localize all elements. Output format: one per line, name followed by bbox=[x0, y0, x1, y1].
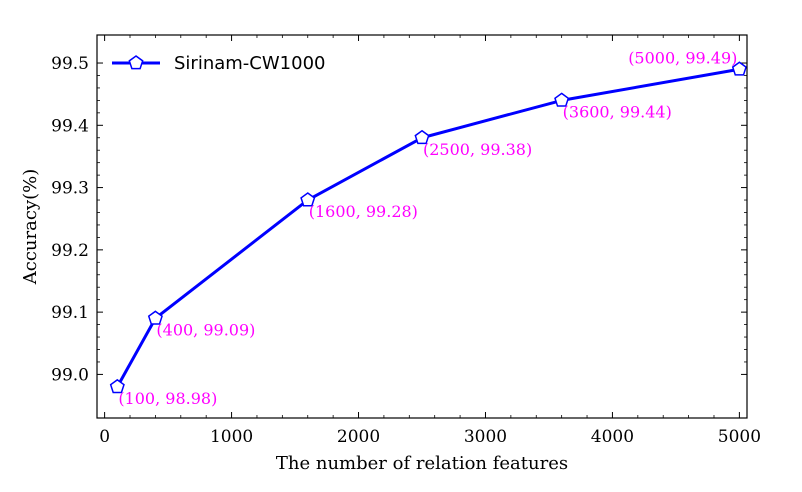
y-tick-label: 99.5 bbox=[51, 54, 89, 74]
series-layer bbox=[109, 61, 747, 394]
series-line bbox=[115, 67, 740, 388]
legend: Sirinam-CW1000 bbox=[112, 53, 325, 74]
x-tick-label: 4000 bbox=[591, 427, 634, 447]
data-point-marker bbox=[147, 310, 163, 325]
tick-labels: 0 1000 2000 3000 4000 5000 99.0 99.1 99.2 99.3 99.… bbox=[51, 54, 761, 447]
data-point-marker bbox=[414, 129, 430, 145]
x-tick-label: 0 bbox=[99, 427, 110, 447]
data-label: (400, 99.09) bbox=[156, 320, 255, 339]
x-axis-label: The number of relation features bbox=[276, 453, 568, 474]
data-point-marker bbox=[300, 192, 316, 207]
data-label: (2500, 99.38) bbox=[423, 140, 532, 159]
data-label: (5000, 99.49) bbox=[628, 48, 737, 67]
major-ticks bbox=[97, 35, 747, 418]
data-label: (1600, 99.28) bbox=[309, 202, 418, 221]
annotation-layer: (100, 98.98) (400, 99.09) (1600, 99.28) (25… bbox=[118, 48, 737, 408]
y-tick-label: 99.2 bbox=[51, 241, 89, 261]
plot-frame bbox=[96, 34, 748, 419]
legend-label: Sirinam-CW1000 bbox=[174, 53, 325, 74]
data-label: (100, 98.98) bbox=[118, 389, 217, 408]
data-point-marker bbox=[109, 378, 125, 394]
y-tick-label: 99.0 bbox=[51, 365, 89, 385]
data-label: (3600, 99.44) bbox=[563, 102, 672, 121]
data-point-marker bbox=[554, 92, 570, 107]
x-tick-label: 1000 bbox=[210, 427, 253, 447]
y-tick-label: 99.4 bbox=[51, 116, 89, 136]
x-tick-label: 5000 bbox=[718, 427, 761, 447]
x-tick-label: 3000 bbox=[464, 427, 507, 447]
x-tick-label: 2000 bbox=[337, 427, 380, 447]
data-point-marker bbox=[731, 61, 747, 76]
y-tick-label: 99.3 bbox=[51, 179, 89, 199]
y-axis-label: Accuracy(%) bbox=[20, 169, 41, 286]
legend-marker bbox=[128, 55, 144, 70]
y-tick-label: 99.1 bbox=[51, 303, 89, 323]
